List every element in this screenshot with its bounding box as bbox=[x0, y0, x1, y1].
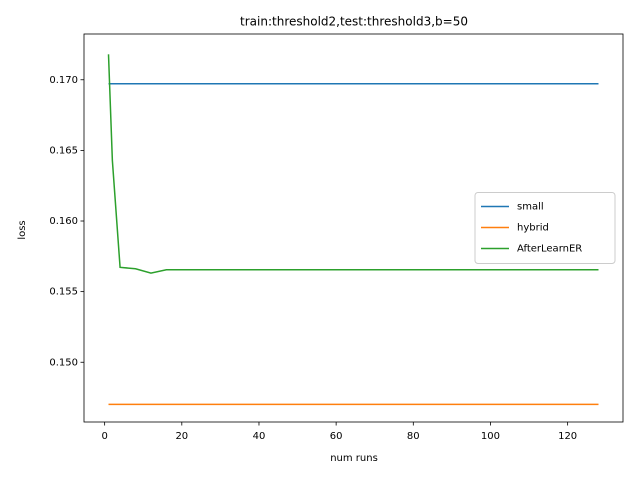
legend-frame bbox=[474, 192, 616, 264]
x-tick-label: 40 bbox=[253, 431, 266, 442]
x-tick-label: 120 bbox=[558, 431, 577, 442]
y-tick-label: 0.160 bbox=[49, 216, 78, 227]
x-tick-label: 80 bbox=[407, 431, 420, 442]
x-tick-label: 20 bbox=[175, 431, 188, 442]
chart-title: train:threshold2,test:threshold3,b=50 bbox=[240, 15, 468, 29]
legend-label: small bbox=[517, 202, 544, 213]
y-axis-label: loss bbox=[17, 220, 28, 239]
x-tick-label: 60 bbox=[330, 431, 343, 442]
y-tick-label: 0.165 bbox=[49, 145, 78, 156]
y-tick-label: 0.150 bbox=[49, 357, 78, 368]
x-axis-label: num runs bbox=[330, 453, 378, 464]
legend-label: AfterLearnER bbox=[517, 244, 582, 255]
y-tick-label: 0.155 bbox=[49, 287, 78, 298]
x-tick-label: 100 bbox=[481, 431, 500, 442]
plot-frame bbox=[83, 33, 624, 423]
series-line bbox=[107, 54, 599, 274]
x-tick-label: 0 bbox=[101, 431, 107, 442]
legend-label: hybrid bbox=[517, 223, 549, 234]
legend: small hybrid AfterLearnER bbox=[474, 192, 616, 264]
y-tick-label: 0.170 bbox=[49, 75, 78, 86]
